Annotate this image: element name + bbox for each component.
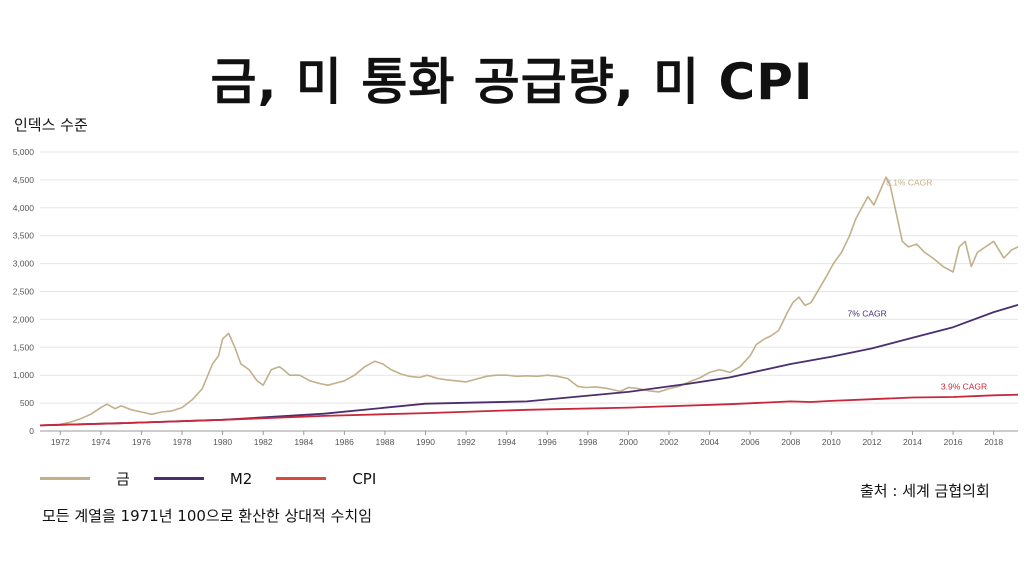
x-tick-label: 2018 (984, 437, 1003, 447)
x-tick-label: 2004 (700, 437, 719, 447)
x-tick-label: 1994 (497, 437, 516, 447)
legend-item-gold: 금 (40, 468, 130, 489)
x-tick-label: 1992 (457, 437, 476, 447)
series-m2-line (39, 304, 1019, 427)
x-tick-label: 2006 (741, 437, 760, 447)
series-gold-line (39, 176, 1019, 427)
y-tick-label: 1,500 (13, 342, 35, 352)
x-tick-label: 2014 (903, 437, 922, 447)
x-tick-label: 1998 (578, 437, 597, 447)
x-tick-label: 2010 (822, 437, 841, 447)
y-tick-label: 2,500 (13, 287, 35, 297)
x-tick-label: 1974 (91, 437, 110, 447)
x-tick-label: 2008 (781, 437, 800, 447)
legend-label-m2: M2 (229, 469, 253, 488)
x-tick-label: 2012 (862, 437, 881, 447)
x-tick-label: 1990 (416, 437, 435, 447)
cagr-annotation: 3.9% CAGR (941, 382, 987, 392)
x-tick-label: 1978 (173, 437, 192, 447)
y-tick-label: 500 (20, 398, 34, 408)
axes: 0 500 1,000 1,500 2,000 2,500 3,000 3,500 4,000 4… (13, 147, 1018, 447)
cagr-annotation: 7% CAGR (848, 309, 887, 319)
y-tick-label: 1,000 (13, 370, 35, 380)
series-cpi-line (39, 393, 1019, 427)
x-tick-label: 1984 (294, 437, 313, 447)
x-tick-label: 2002 (660, 437, 679, 447)
x-tick-label: 1972 (51, 437, 70, 447)
y-tick-label: 5,000 (13, 147, 35, 157)
legend-label-gold: 금 (116, 470, 130, 488)
legend-item-cpi: CPI (276, 470, 376, 488)
y-tick-label: 0 (29, 426, 34, 436)
page-title: 금, 미 통화 공급량, 미 CPI (210, 53, 814, 111)
legend-label-cpi: CPI (352, 469, 377, 488)
legend-swatch-cpi (276, 477, 327, 480)
x-tick-label: 2000 (619, 437, 638, 447)
annotations: 8.1% CAGR 7% CAGR 3.9% CAGR (848, 177, 988, 391)
y-tick-label: 3,000 (13, 259, 35, 269)
x-tick-label: 2016 (944, 437, 963, 447)
y-tick-label: 4,500 (13, 175, 35, 185)
x-tick-label: 1980 (213, 437, 232, 447)
y-tick-label: 2,000 (13, 314, 35, 324)
x-tick-label: 1986 (335, 437, 354, 447)
x-tick-label: 1982 (254, 437, 273, 447)
legend-swatch-m2 (153, 477, 204, 480)
y-tick-label: 3,500 (13, 231, 35, 241)
x-tick-label: 1976 (132, 437, 151, 447)
line-chart: 0 500 1,000 1,500 2,000 2,500 3,000 3,500 4,000 4… (13, 147, 1019, 447)
y-tick-label: 4,000 (13, 203, 35, 213)
series-lines (39, 176, 1019, 427)
footnote: 모든 계열을 1971년 100으로 환산한 상대적 수치임 (42, 507, 373, 525)
source-text: 출처 : 세계 금협의회 (860, 482, 990, 500)
legend-item-m2: M2 (153, 469, 253, 488)
legend: 금 M2 CPI (40, 468, 400, 489)
x-tick-label: 1988 (375, 437, 394, 447)
legend-swatch-gold (40, 477, 90, 480)
grid-lines (40, 151, 1018, 404)
y-axis-label: 인덱스 수준 (14, 116, 88, 134)
x-tick-label: 1996 (538, 437, 557, 447)
cagr-annotation: 8.1% CAGR (886, 177, 932, 187)
